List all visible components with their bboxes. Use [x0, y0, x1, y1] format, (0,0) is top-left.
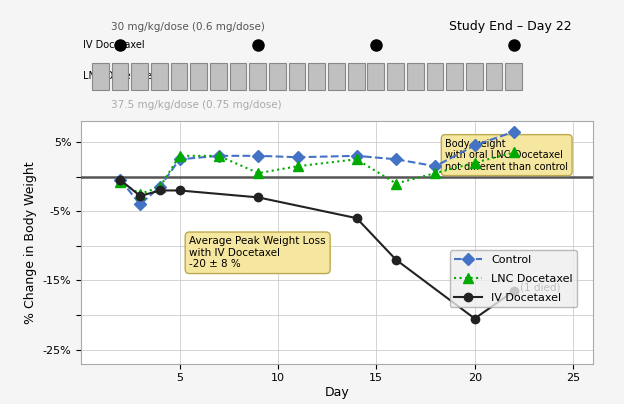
- FancyBboxPatch shape: [466, 63, 482, 90]
- FancyBboxPatch shape: [151, 63, 168, 90]
- Y-axis label: % Change in Body Weight: % Change in Body Weight: [24, 161, 37, 324]
- FancyBboxPatch shape: [250, 63, 266, 90]
- Text: LNC Docetaxel: LNC Docetaxel: [83, 71, 155, 81]
- FancyBboxPatch shape: [505, 63, 522, 90]
- FancyBboxPatch shape: [485, 63, 502, 90]
- Text: Study End – Day 22: Study End – Day 22: [449, 20, 572, 33]
- FancyBboxPatch shape: [289, 63, 306, 90]
- FancyBboxPatch shape: [348, 63, 364, 90]
- FancyBboxPatch shape: [170, 63, 187, 90]
- Text: 30 mg/kg/dose (0.6 mg/dose): 30 mg/kg/dose (0.6 mg/dose): [110, 22, 265, 32]
- FancyBboxPatch shape: [407, 63, 424, 90]
- FancyBboxPatch shape: [210, 63, 227, 90]
- FancyBboxPatch shape: [427, 63, 443, 90]
- FancyBboxPatch shape: [446, 63, 463, 90]
- FancyBboxPatch shape: [308, 63, 325, 90]
- Text: 37.5 mg/kg/dose (0.75 mg/dose): 37.5 mg/kg/dose (0.75 mg/dose): [110, 99, 281, 109]
- FancyBboxPatch shape: [387, 63, 404, 90]
- Legend: Control, LNC Docetaxel, IV Docetaxel: Control, LNC Docetaxel, IV Docetaxel: [450, 250, 577, 307]
- FancyBboxPatch shape: [269, 63, 286, 90]
- FancyBboxPatch shape: [328, 63, 345, 90]
- Text: Average Peak Weight Loss
with IV Docetaxel
-20 ± 8 %: Average Peak Weight Loss with IV Docetax…: [189, 236, 326, 269]
- FancyBboxPatch shape: [92, 63, 109, 90]
- X-axis label: Day: Day: [324, 386, 349, 399]
- Text: (1 died): (1 died): [520, 282, 560, 292]
- FancyBboxPatch shape: [368, 63, 384, 90]
- Text: Body weight
with oral LNC-Docetaxel
not different than control: Body weight with oral LNC-Docetaxel not …: [445, 139, 568, 172]
- FancyBboxPatch shape: [112, 63, 129, 90]
- FancyBboxPatch shape: [230, 63, 246, 90]
- Text: IV Docetaxel: IV Docetaxel: [83, 40, 145, 50]
- FancyBboxPatch shape: [190, 63, 207, 90]
- FancyBboxPatch shape: [131, 63, 148, 90]
